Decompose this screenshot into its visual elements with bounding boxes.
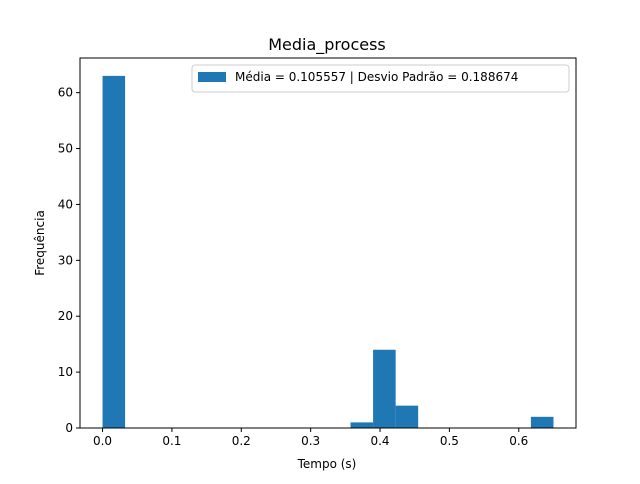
x-tick-label: 0.0 bbox=[93, 434, 112, 448]
legend: Média = 0.105557 | Desvio Padrão = 0.188… bbox=[191, 64, 570, 93]
y-tick-label: 30 bbox=[58, 253, 73, 267]
x-tick-label: 0.4 bbox=[370, 434, 389, 448]
x-axis: 0.0 0.1 0.2 0.3 0.4 0.5 0.6 bbox=[93, 428, 528, 448]
legend-box bbox=[191, 64, 570, 93]
y-tick-label: 40 bbox=[58, 197, 73, 211]
histogram-bar bbox=[102, 75, 126, 428]
x-tick-label: 0.2 bbox=[232, 434, 251, 448]
histogram-bar bbox=[395, 405, 419, 428]
y-tick-label: 10 bbox=[58, 365, 73, 379]
legend-label: Média = 0.105557 | Desvio Padrão = 0.188… bbox=[235, 70, 518, 84]
x-tick-label: 0.3 bbox=[301, 434, 320, 448]
x-tick-label: 0.5 bbox=[440, 434, 459, 448]
y-axis-label: Frequência bbox=[33, 210, 47, 276]
y-tick-label: 0 bbox=[65, 421, 73, 435]
chart-title: Media_process bbox=[268, 35, 386, 55]
x-tick-label: 0.1 bbox=[162, 434, 181, 448]
y-tick-label: 20 bbox=[58, 309, 73, 323]
histogram-bar bbox=[530, 416, 554, 428]
x-tick-label: 0.6 bbox=[509, 434, 528, 448]
legend-swatch bbox=[198, 72, 226, 82]
x-axis-label: Tempo (s) bbox=[297, 457, 357, 471]
histogram-bar bbox=[373, 349, 396, 428]
y-tick-label: 60 bbox=[58, 86, 73, 100]
bars-layer bbox=[102, 75, 554, 428]
plot-frame bbox=[79, 57, 577, 429]
y-tick-label: 50 bbox=[58, 142, 73, 156]
y-axis: 0 10 20 30 40 50 60 bbox=[58, 86, 80, 435]
histogram-bar bbox=[350, 422, 374, 428]
